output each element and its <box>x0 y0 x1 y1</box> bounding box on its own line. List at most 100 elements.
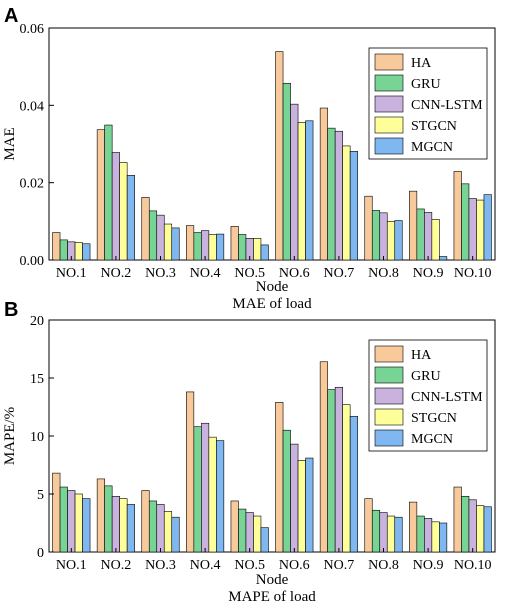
bar <box>409 501 418 553</box>
bar <box>297 460 306 553</box>
legend-swatch <box>374 366 404 384</box>
bar <box>386 515 396 553</box>
bar <box>461 496 470 553</box>
y-tick-label: 0 <box>37 546 44 561</box>
bars-group <box>52 51 492 261</box>
x-tick-label: NO.10 <box>454 558 492 573</box>
bar <box>148 210 158 261</box>
bar <box>342 404 351 553</box>
bar <box>461 183 470 261</box>
bar <box>119 162 128 261</box>
bar <box>342 145 351 261</box>
bar <box>238 508 247 553</box>
bar <box>349 415 358 553</box>
bar <box>297 122 306 261</box>
bar <box>96 129 105 261</box>
bar <box>379 512 388 553</box>
x-tick-label: NO.6 <box>279 558 310 573</box>
bar <box>290 443 299 553</box>
bar <box>371 509 381 553</box>
y-tick-label: 15 <box>30 372 44 387</box>
x-tick-labels: NO.1 NO.2 NO.3 NO.4 NO.5 NO.6 NO.7 NO.8 NO.9 NO.1… <box>56 548 492 573</box>
bar <box>282 82 291 261</box>
legend-label: HA <box>411 348 432 363</box>
bar <box>453 486 462 553</box>
bar <box>394 220 403 261</box>
bar <box>349 151 358 261</box>
legend-swatch <box>374 345 404 363</box>
bar <box>260 527 269 553</box>
bar <box>104 485 113 553</box>
legend-label: GRU <box>411 77 441 92</box>
bar <box>371 210 381 261</box>
x-axis-label: Node <box>256 572 289 588</box>
bar <box>163 223 173 261</box>
legend: HA GRU CNN-LSTM STGCN MGCN <box>368 339 488 452</box>
y-tick-labels: 0 5 10 15 20 <box>30 314 54 561</box>
bar <box>59 486 68 553</box>
bar <box>468 499 477 553</box>
x-tick-label: NO.8 <box>368 558 399 573</box>
bar <box>186 225 195 261</box>
bar <box>67 490 76 553</box>
panel-letter-b: B <box>4 299 18 321</box>
bar <box>386 221 396 261</box>
x-tick-label: NO.3 <box>145 558 176 573</box>
plot-frame <box>48 27 496 261</box>
x-tick-label: NO.4 <box>190 266 221 281</box>
legend-label: HA <box>411 56 432 71</box>
bar <box>319 361 328 553</box>
x-tick-label: NO.9 <box>413 558 444 573</box>
bar <box>59 239 68 261</box>
bar <box>171 516 180 553</box>
legend-label: CNN-LSTM <box>411 390 483 405</box>
y-axis-label: MAPE/% <box>2 407 18 465</box>
bar <box>476 199 485 261</box>
bar <box>208 234 217 261</box>
bar <box>111 152 120 261</box>
bar <box>364 498 373 553</box>
bar <box>141 197 150 261</box>
legend: HA GRU CNN-LSTM STGCN MGCN <box>368 47 488 160</box>
bar <box>104 124 113 261</box>
bar <box>156 214 165 261</box>
bar <box>52 232 61 261</box>
bar <box>416 208 425 261</box>
bar <box>186 391 195 553</box>
bar <box>439 256 448 261</box>
legend-swatch <box>374 387 404 405</box>
legend-swatch <box>374 429 404 447</box>
legend-swatch <box>374 74 404 92</box>
legend-label: MGCN <box>411 432 453 447</box>
legend-label: GRU <box>411 369 441 384</box>
legend-swatch <box>374 53 404 71</box>
x-axis-label: Node <box>256 279 289 295</box>
bar <box>394 516 403 553</box>
bar <box>253 238 262 261</box>
bar <box>126 504 135 553</box>
bar <box>319 107 328 261</box>
chart-caption: MAPE of load <box>228 589 316 605</box>
bar <box>52 472 61 553</box>
legend-swatch <box>374 408 404 426</box>
bar <box>476 505 485 553</box>
bar <box>216 233 225 261</box>
y-tick-labels: 0.00 0.02 0.04 0.06 <box>20 22 54 269</box>
bar <box>290 103 299 261</box>
bar <box>126 175 135 261</box>
x-tick-label: NO.7 <box>324 266 355 281</box>
legend-label: STGCN <box>411 411 457 426</box>
y-tick-label: 0.02 <box>20 177 45 192</box>
bar <box>364 195 373 261</box>
bar <box>141 490 150 553</box>
legend-swatch <box>374 95 404 113</box>
bar <box>230 226 239 261</box>
bar <box>275 51 284 261</box>
bar <box>253 515 262 553</box>
x-tick-label: NO.7 <box>324 558 355 573</box>
bar <box>416 515 425 553</box>
bar <box>208 436 217 553</box>
x-tick-label: NO.5 <box>234 558 265 573</box>
bar <box>245 512 254 553</box>
bar <box>74 493 83 553</box>
